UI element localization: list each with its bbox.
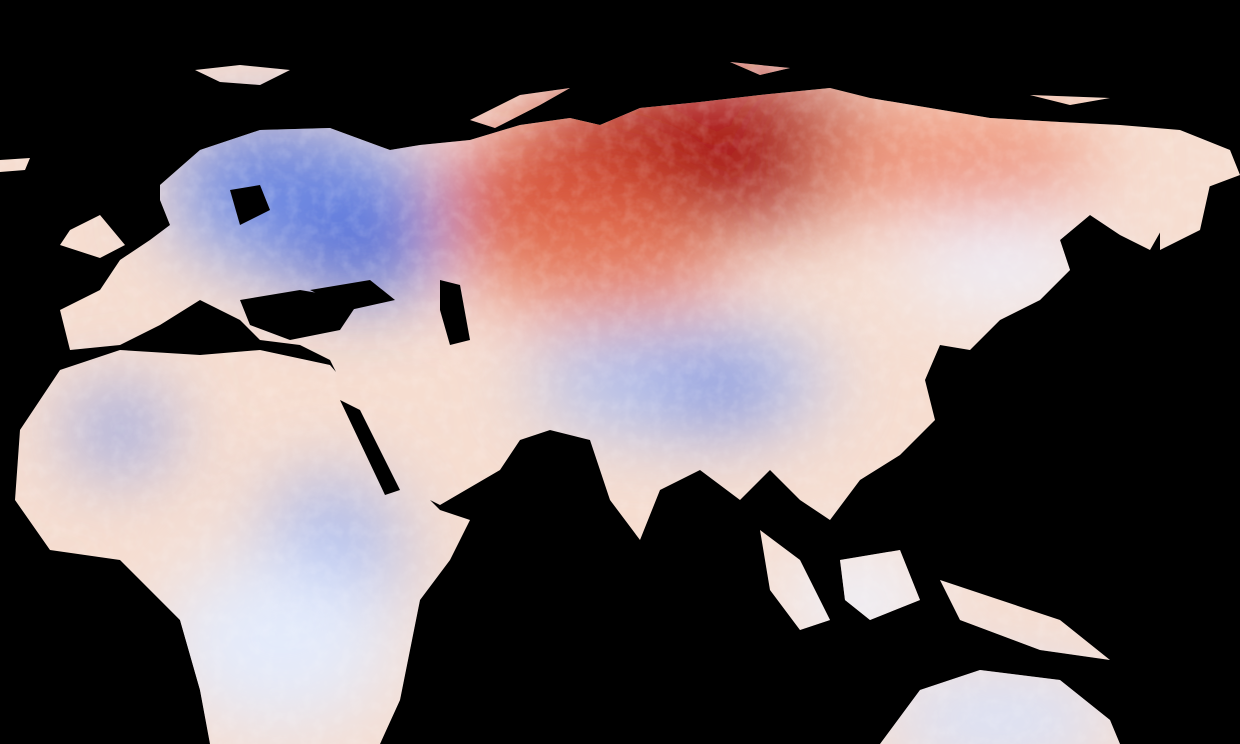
black-sea bbox=[310, 280, 395, 310]
water-bodies bbox=[230, 185, 470, 495]
mediterranean bbox=[240, 290, 360, 340]
red-sea bbox=[340, 400, 400, 495]
caspian-sea bbox=[440, 280, 470, 345]
baltic-sea bbox=[230, 185, 270, 225]
